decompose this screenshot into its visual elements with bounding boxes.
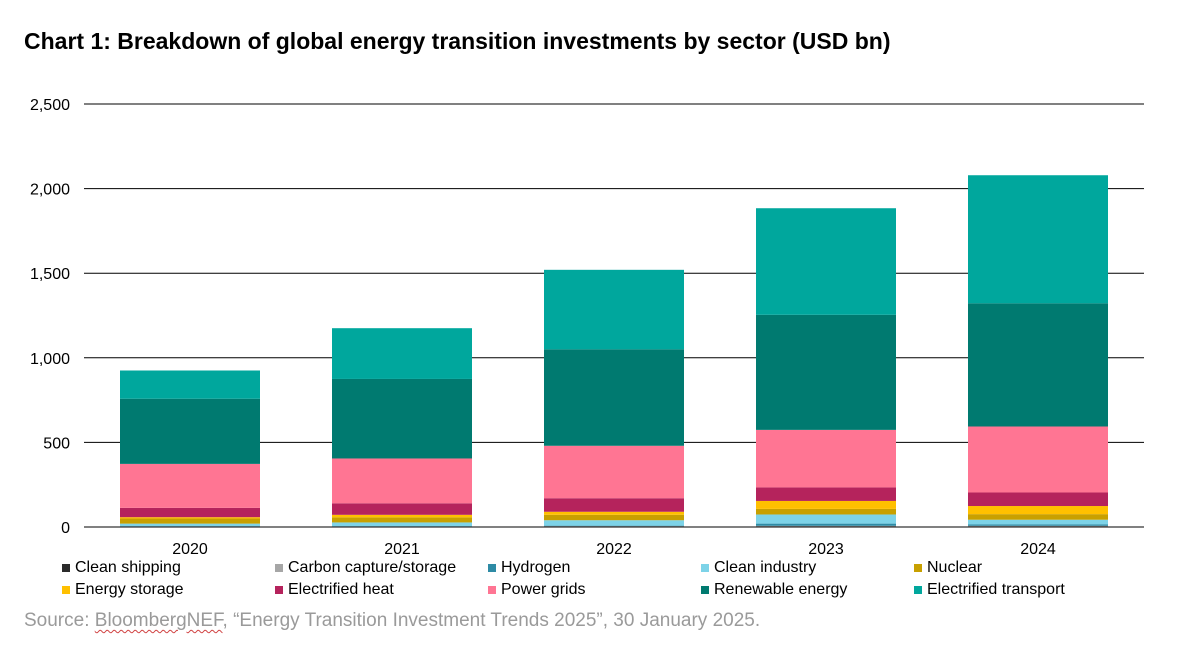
bar-segment-electrified-transport	[332, 328, 472, 379]
bar-stack-2021	[332, 328, 472, 527]
bar-segment-renewable-energy	[332, 378, 472, 459]
bar-stack-2024	[968, 175, 1108, 527]
bar-segment-electrified-transport	[120, 370, 260, 399]
bar-segment-electrified-transport	[544, 269, 684, 350]
legend-swatch	[275, 564, 283, 572]
bar-segment-nuclear	[544, 514, 684, 521]
bar-stack-2023	[756, 208, 896, 527]
bar-segment-renewable-energy	[120, 398, 260, 464]
legend-label: Nuclear	[927, 559, 983, 576]
bar-segment-clean-industry	[332, 522, 472, 527]
source-suffix: , “Energy Transition Investment Trends 2…	[222, 610, 761, 631]
bars	[120, 175, 1108, 527]
bar-segment-electrified-heat	[544, 498, 684, 512]
legend-item: Clean shipping	[62, 558, 275, 578]
x-tick-label: 2020	[172, 541, 208, 558]
bar-segment-electrified-transport	[968, 175, 1108, 304]
bar-segment-hydrogen	[544, 525, 684, 527]
legend-swatch	[62, 564, 70, 572]
source-note: Source: BloombergNEF, “Energy Transition…	[24, 610, 760, 632]
bar-segment-carbon-capture-storage	[756, 525, 896, 527]
bar-stack-2020	[120, 370, 260, 527]
bar-segment-hydrogen	[756, 523, 896, 526]
bar-segment-power-grids	[544, 445, 684, 499]
legend-swatch	[488, 564, 496, 572]
y-tick-label: 1,500	[30, 266, 70, 283]
legend-item: Carbon capture/storage	[275, 558, 488, 578]
y-tick-label: 500	[43, 435, 70, 452]
legend-item: Electrified heat	[275, 580, 488, 600]
legend-label: Power grids	[501, 581, 586, 598]
bar-segment-power-grids	[332, 458, 472, 504]
chart-title: Chart 1: Breakdown of global energy tran…	[24, 28, 891, 54]
bar-segment-nuclear	[120, 518, 260, 524]
bar-segment-electrified-heat	[756, 487, 896, 501]
bar-segment-energy-storage	[756, 500, 896, 509]
legend-swatch	[701, 564, 709, 572]
bar-segment-renewable-energy	[544, 349, 684, 446]
bar-segment-nuclear	[968, 514, 1108, 520]
y-tick-label: 2,500	[30, 97, 70, 114]
source-prefix: Source:	[24, 610, 95, 631]
legend-swatch	[62, 586, 70, 594]
x-tick-label: 2024	[1020, 541, 1056, 558]
bar-segment-clean-industry	[120, 523, 260, 527]
legend-label: Carbon capture/storage	[288, 559, 457, 576]
source-publisher: BloombergNEF	[94, 610, 223, 631]
legend-label: Hydrogen	[501, 559, 571, 576]
bar-segment-energy-storage	[332, 514, 472, 518]
x-tick-label: 2022	[596, 541, 632, 558]
bar-segment-clean-industry	[544, 520, 684, 526]
legend-item: Clean industry	[701, 558, 914, 578]
legend-item: Hydrogen	[488, 558, 701, 578]
bar-segment-power-grids	[756, 429, 896, 488]
legend-item: Power grids	[488, 580, 701, 600]
x-tick-label: 2023	[808, 541, 844, 558]
bar-segment-hydrogen	[968, 524, 1108, 526]
legend-swatch	[488, 586, 496, 594]
legend-label: Energy storage	[75, 581, 184, 598]
x-tick-label: 2021	[384, 541, 420, 558]
legend-label: Clean shipping	[75, 559, 181, 576]
legend-label: Electrified heat	[288, 581, 394, 598]
legend-label: Electrified transport	[927, 581, 1065, 598]
bar-segment-nuclear	[332, 517, 472, 523]
bar-segment-electrified-transport	[756, 208, 896, 315]
y-axis-ticks: 0 500 1,000 1,500 2,000 2,500	[30, 97, 70, 537]
legend-swatch	[275, 586, 283, 594]
bar-segment-power-grids	[120, 463, 260, 508]
bar-segment-electrified-heat	[968, 492, 1108, 507]
bar-segment-energy-storage	[120, 517, 260, 519]
y-tick-label: 2,000	[30, 182, 70, 199]
legend-swatch	[914, 564, 922, 572]
legend-item: Energy storage	[62, 580, 275, 600]
bar-segment-electrified-heat	[332, 503, 472, 515]
legend-item: Electrified transport	[914, 580, 1127, 600]
bar-segment-nuclear	[756, 508, 896, 515]
bar-segment-carbon-capture-storage	[968, 525, 1108, 527]
x-axis-ticks: 2020 2021 2022 2023 2024	[172, 541, 1056, 558]
bar-stack-2022	[544, 269, 684, 527]
legend-label: Renewable energy	[714, 581, 848, 598]
bar-segment-carbon-capture-storage	[544, 526, 684, 527]
legend-swatch	[701, 586, 709, 594]
bar-segment-power-grids	[968, 426, 1108, 493]
bar-segment-clean-industry	[968, 519, 1108, 525]
legend-item: Renewable energy	[701, 580, 914, 600]
bar-segment-energy-storage	[968, 506, 1108, 515]
bar-segment-electrified-heat	[120, 507, 260, 518]
bar-segment-energy-storage	[544, 511, 684, 515]
bar-segment-clean-industry	[756, 514, 896, 524]
legend-label: Clean industry	[714, 559, 817, 576]
bar-segment-renewable-energy	[756, 314, 896, 430]
legend-item: Nuclear	[914, 558, 1127, 578]
y-tick-label: 0	[61, 520, 70, 537]
bar-segment-renewable-energy	[968, 303, 1108, 427]
legend-swatch	[914, 586, 922, 594]
y-tick-label: 1,000	[30, 351, 70, 368]
legend: Clean shipping Carbon capture/storage Hydr…	[62, 558, 1152, 600]
